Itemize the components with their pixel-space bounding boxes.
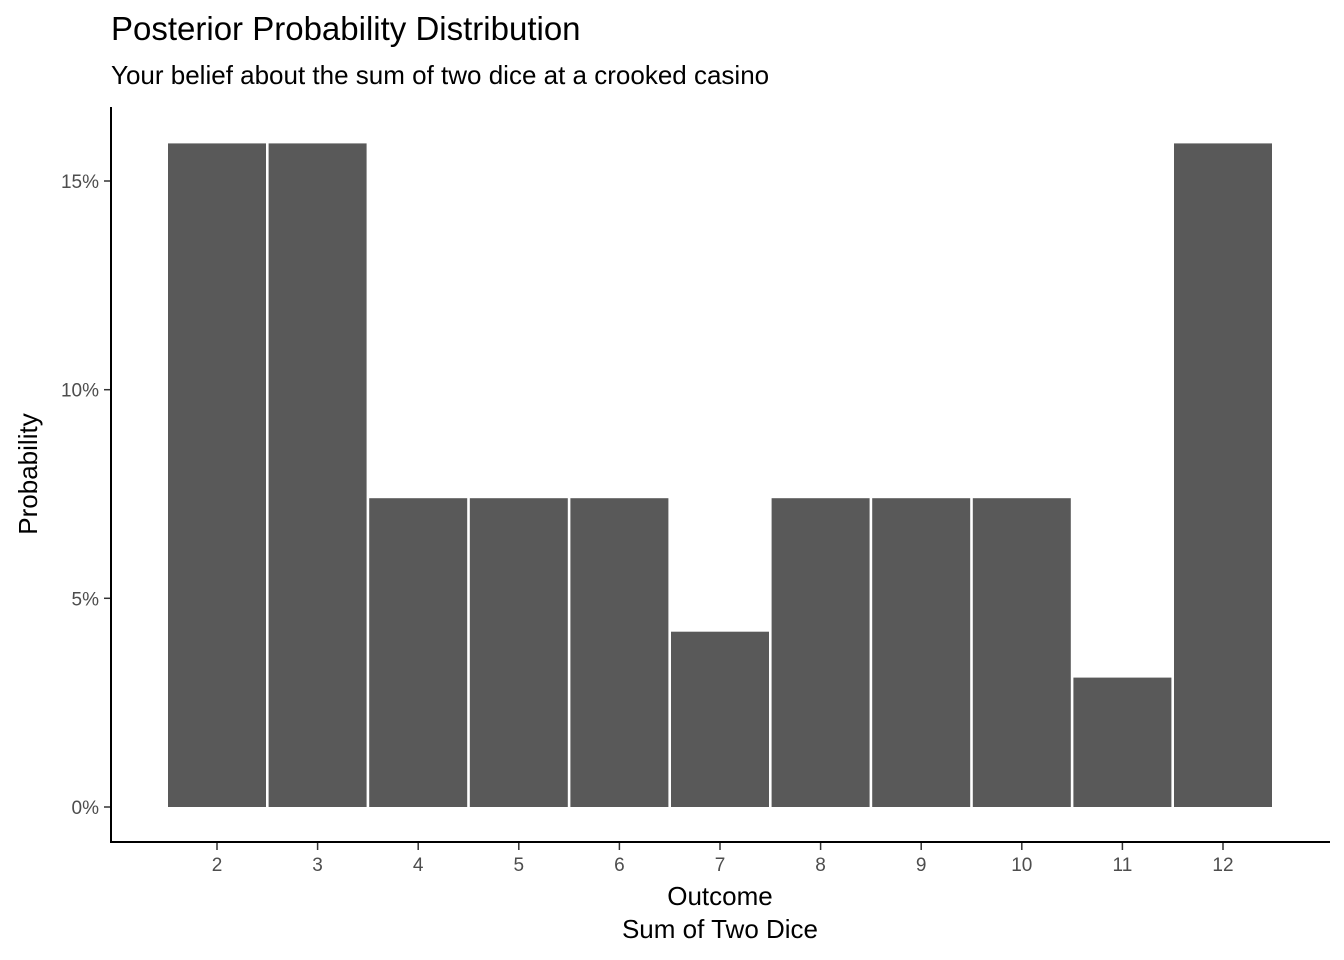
bar-9 <box>872 498 971 807</box>
y-axis-ticks: 0% 5% 10% 15% <box>61 172 111 819</box>
bar-5 <box>469 498 568 807</box>
x-tick-label: 8 <box>815 855 826 876</box>
y-tick-label: 15% <box>61 172 99 193</box>
y-axis-title: Probability <box>13 413 43 534</box>
x-axis-ticks: 2 3 4 5 6 7 8 9 10 11 12 <box>212 843 1234 876</box>
x-tick-label: 12 <box>1212 855 1233 876</box>
bar-6 <box>570 498 669 807</box>
bar-7 <box>671 631 769 807</box>
chart-subtitle: Your belief about the sum of two dice at… <box>111 60 769 90</box>
bars-group <box>168 143 1272 807</box>
x-tick-label: 7 <box>715 855 726 876</box>
x-tick-label: 6 <box>614 855 625 876</box>
bar-12 <box>1174 143 1272 807</box>
x-tick-label: 9 <box>916 855 927 876</box>
chart-title: Posterior Probability Distribution <box>111 10 581 47</box>
bar-2 <box>168 143 266 807</box>
bar-3 <box>268 143 367 807</box>
bar-10 <box>972 498 1071 807</box>
x-tick-label: 10 <box>1011 855 1032 876</box>
x-tick-label: 11 <box>1113 855 1133 876</box>
x-axis-title: Outcome <box>667 881 773 911</box>
x-tick-label: 2 <box>212 855 223 876</box>
bar-8 <box>771 498 870 807</box>
x-tick-label: 3 <box>312 855 323 876</box>
y-tick-label: 10% <box>61 381 99 402</box>
x-axis-subtitle: Sum of Two Dice <box>622 914 818 944</box>
x-tick-label: 4 <box>413 855 424 876</box>
x-tick-label: 5 <box>514 855 525 876</box>
y-tick-label: 5% <box>72 589 100 610</box>
bar-4 <box>369 498 468 807</box>
bar-11 <box>1073 677 1172 807</box>
y-tick-label: 0% <box>72 798 100 819</box>
